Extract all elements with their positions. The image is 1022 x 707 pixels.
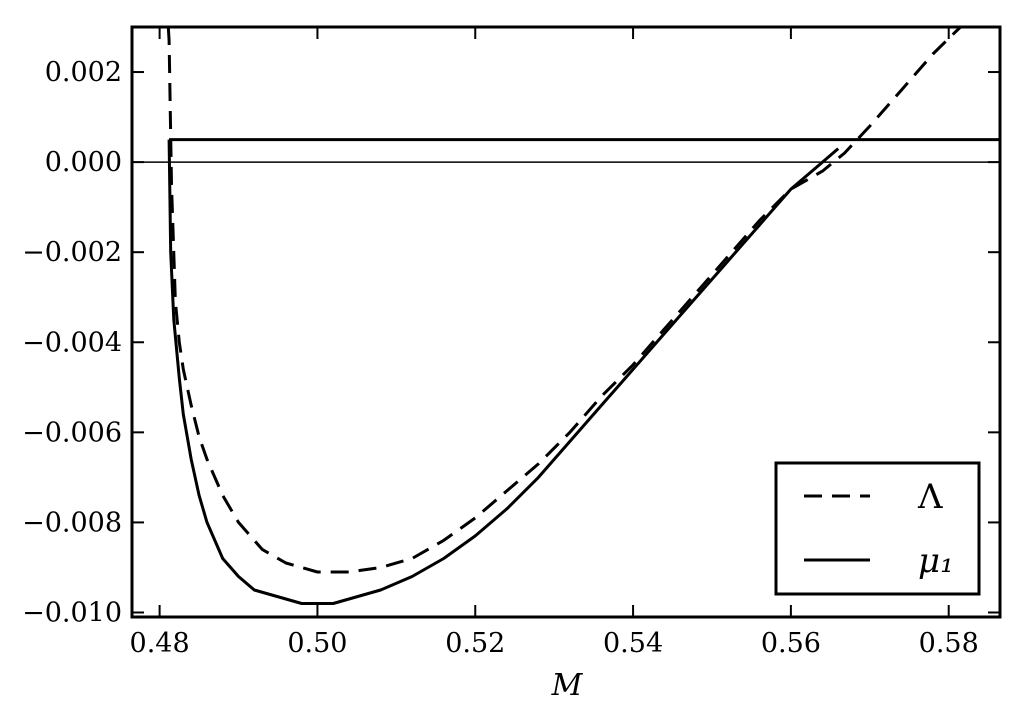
legend-mu1-label: μ₁: [918, 541, 954, 581]
x-axis-label: M: [551, 668, 584, 703]
y-tick-label: 0.002: [45, 57, 122, 88]
y-tick-label: −0.004: [22, 327, 122, 358]
y-tick-label: −0.002: [22, 237, 122, 268]
legend: Λμ₁: [774, 461, 981, 596]
series-lambda-line: [166, 27, 962, 574]
y-tick-label: −0.008: [22, 507, 122, 538]
plot-frame: [130, 25, 1002, 619]
plot-area: [130, 25, 1002, 619]
legend-lambda-label: Λ: [917, 477, 943, 517]
y-tick-label: 0.000: [45, 147, 122, 178]
x-tick-label: 0.56: [761, 628, 821, 659]
x-tick-label: 0.54: [603, 628, 663, 659]
y-tick-label: −0.010: [22, 597, 122, 628]
legend-box: [774, 461, 981, 596]
series-mu1-line: [167, 139, 840, 605]
y-axis-ticks: 0.002 0.000 −0.002 −0.004 −0.006 −0.008 −0.010: [22, 57, 1000, 628]
x-tick-label: 0.58: [919, 628, 979, 659]
x-tick-label: 0.48: [130, 628, 190, 659]
y-tick-label: −0.006: [22, 417, 122, 448]
x-tick-label: 0.50: [287, 628, 347, 659]
plot-clip-group: [132, 27, 1000, 605]
x-axis-ticks: 0.48 0.50 0.52 0.54 0.56 0.58: [130, 27, 979, 659]
x-tick-label: 0.52: [445, 628, 505, 659]
